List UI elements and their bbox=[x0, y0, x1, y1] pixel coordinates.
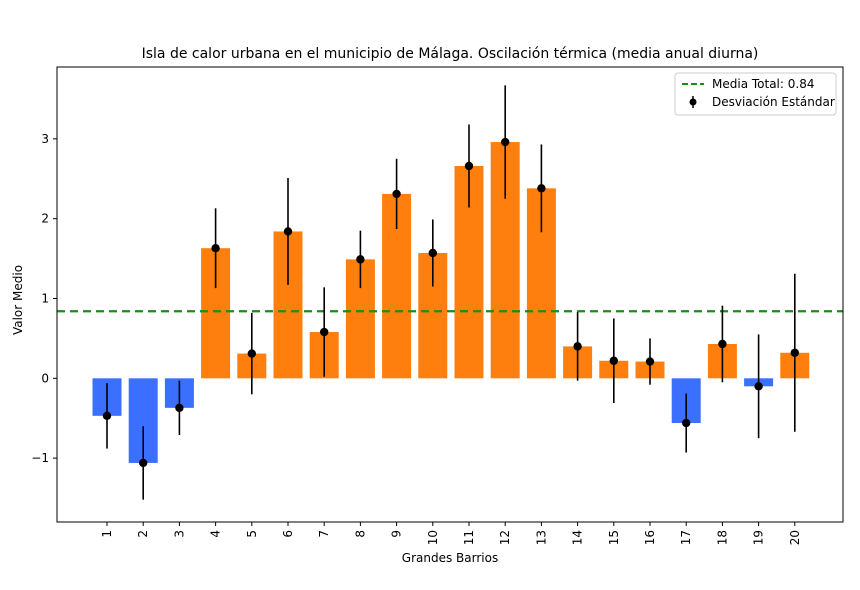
errorbar-marker-8 bbox=[356, 255, 365, 264]
y-tick-label--1: −1 bbox=[31, 451, 49, 465]
x-tick-label-4: 4 bbox=[209, 530, 223, 538]
x-tick-label-16: 16 bbox=[643, 530, 657, 545]
x-tick-label-20: 20 bbox=[788, 530, 802, 545]
chart-title: Isla de calor urbana en el municipio de … bbox=[142, 46, 759, 62]
errorbars-layer bbox=[102, 85, 799, 500]
errorbar-marker-15 bbox=[609, 356, 618, 365]
x-axis: 1 2 3 4 5 6 7 8 9 10 11 12 13 14 15 16 17 18 19 20 bbox=[100, 522, 802, 545]
legend-box bbox=[674, 72, 837, 116]
x-tick-label-1: 1 bbox=[100, 530, 114, 538]
errorbar-marker-6 bbox=[283, 227, 293, 236]
errorbar-marker-14 bbox=[573, 342, 582, 351]
x-tick-label-9: 9 bbox=[390, 530, 404, 538]
plot-frame bbox=[56, 66, 844, 523]
x-tick-label-19: 19 bbox=[752, 530, 766, 545]
legend-entry-mean: Media Total: 0.84 bbox=[712, 77, 814, 91]
errorbar-marker-2 bbox=[139, 458, 148, 468]
x-tick-label-11: 11 bbox=[462, 530, 476, 545]
errorbar-marker-7 bbox=[320, 327, 329, 337]
x-tick-label-3: 3 bbox=[172, 530, 186, 538]
errorbar-marker-4 bbox=[211, 244, 220, 253]
errorbar-marker-1 bbox=[102, 411, 112, 421]
legend: Media Total: 0.84 Desviación Estándar bbox=[674, 72, 837, 116]
x-axis-label: Grandes Barrios bbox=[402, 551, 498, 565]
legend-entry-std: Desviación Estándar bbox=[712, 95, 835, 109]
errorbar-marker-12 bbox=[501, 137, 510, 147]
x-tick-label-18: 18 bbox=[715, 530, 729, 545]
x-tick-label-14: 14 bbox=[571, 530, 585, 545]
y-tick-label-1: 1 bbox=[41, 291, 49, 305]
x-tick-label-5: 5 bbox=[245, 530, 259, 538]
errorbar-marker-3 bbox=[175, 403, 184, 413]
bars-layer bbox=[92, 142, 810, 463]
errorbar-marker-20 bbox=[790, 348, 799, 357]
y-tick-label-3: 3 bbox=[41, 132, 49, 146]
errorbar-marker-17 bbox=[682, 418, 691, 428]
errorbar-marker-10 bbox=[428, 248, 437, 258]
errorbar-marker-19 bbox=[754, 382, 763, 391]
x-tick-label-8: 8 bbox=[353, 530, 367, 538]
x-tick-label-13: 13 bbox=[534, 530, 548, 545]
errorbar-marker-9 bbox=[392, 189, 401, 199]
y-axis-label: Valor Medio bbox=[11, 265, 25, 335]
y-tick-label-0: 0 bbox=[41, 371, 49, 385]
x-tick-label-17: 17 bbox=[679, 530, 693, 545]
x-tick-label-6: 6 bbox=[281, 530, 295, 538]
x-tick-label-15: 15 bbox=[607, 530, 621, 545]
errorbar-marker-5 bbox=[247, 349, 256, 358]
x-tick-label-2: 2 bbox=[136, 530, 150, 538]
y-axis: −1 0 1 2 3 bbox=[31, 132, 57, 465]
y-tick-label-2: 2 bbox=[41, 212, 49, 226]
errorbar-marker-16 bbox=[645, 357, 655, 366]
errorbar-marker-11 bbox=[464, 161, 474, 171]
errorbar-marker-13 bbox=[537, 184, 546, 193]
errorbar-marker-18 bbox=[718, 339, 727, 349]
legend-errorbar-marker-icon bbox=[689, 98, 697, 106]
x-tick-label-7: 7 bbox=[317, 530, 331, 538]
x-tick-label-10: 10 bbox=[426, 530, 440, 545]
x-tick-label-12: 12 bbox=[498, 530, 512, 545]
